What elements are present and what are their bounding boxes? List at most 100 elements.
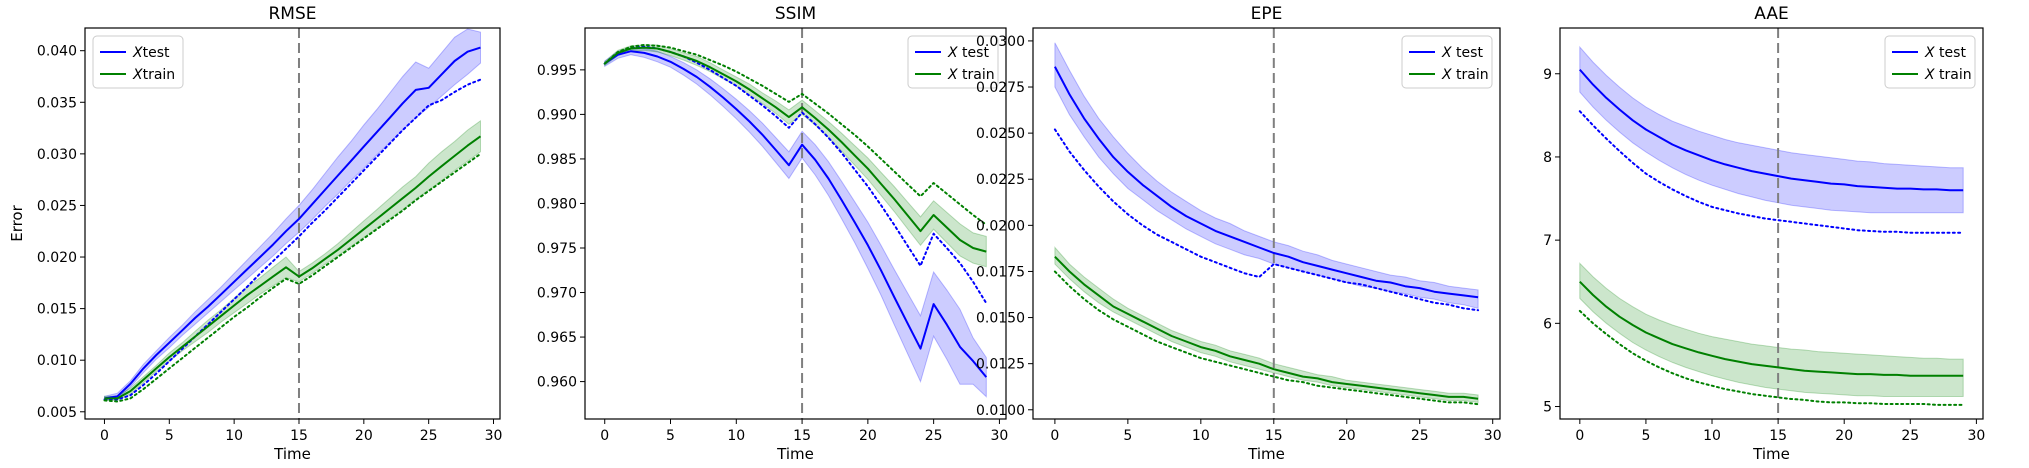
series-line-3 <box>1578 309 1965 406</box>
y-tick-label: 0.970 <box>537 286 577 302</box>
y-tick-label: 8 <box>1543 150 1552 166</box>
x-tick-label: 30 <box>991 428 1009 444</box>
series-line-1 <box>1578 110 1965 234</box>
x-axis-label: Time <box>1247 445 1285 463</box>
chart-panel-ssim: 0 5 10 15 20 25 30 0.960 0.965 0.970 0.975 0.980 0.9… <box>537 4 1008 463</box>
y-tick-label: 0.025 <box>37 198 77 214</box>
y-tick-label: 0.030 <box>37 147 77 163</box>
y-tick-label: 0.980 <box>537 196 577 212</box>
axes-frame <box>1559 27 1984 420</box>
x-axis-label: Time <box>776 445 814 463</box>
series-line-2 <box>1054 255 1479 400</box>
series-line-0 <box>1579 68 1964 192</box>
y-tick-label: 0.975 <box>537 241 577 257</box>
series-line-0 <box>604 50 988 378</box>
y-tick-label: 0.035 <box>37 95 77 111</box>
panel-title: EPE <box>1251 4 1283 24</box>
x-tick-label: 10 <box>1192 428 1210 444</box>
y-tick-label: 0.0125 <box>976 357 1025 373</box>
plot-area <box>1578 28 1965 419</box>
y-tick-label: 9 <box>1543 67 1552 83</box>
x-tick-label: 25 <box>420 428 438 444</box>
x-tick-label: 10 <box>1703 428 1721 444</box>
series-line-1 <box>103 78 482 401</box>
axes-frame <box>584 27 1007 420</box>
legend-label: X train <box>1924 67 1972 83</box>
y-tick-label: 0.960 <box>537 375 577 391</box>
x-tick-label: 15 <box>793 428 811 444</box>
confidence-band-2 <box>1579 262 1964 397</box>
x-tick-label: 30 <box>485 428 503 444</box>
y-tick-label: 6 <box>1543 316 1552 332</box>
legend-label: X test <box>1924 45 1966 61</box>
y-tick-label: 0.995 <box>537 63 577 79</box>
chart-panel-rmse: 0 5 10 15 20 25 30 0.005 0.010 0.015 0.020 0.025 0.0… <box>8 4 502 463</box>
x-tick-label: 20 <box>1835 428 1853 444</box>
y-tick-label: 0.015 <box>37 302 77 318</box>
legend-label: X test <box>947 45 989 61</box>
confidence-band-0 <box>1579 45 1964 214</box>
series-line-3 <box>103 152 482 403</box>
y-tick-label: 0.005 <box>37 405 77 421</box>
axes-frame <box>1032 27 1501 420</box>
series-line-2 <box>104 135 482 400</box>
panel-title: AAE <box>1754 4 1788 24</box>
legend-label: Xtest <box>132 45 170 61</box>
x-tick-label: 20 <box>355 428 373 444</box>
plot-area <box>603 28 988 419</box>
y-tick-label: 0.985 <box>537 152 577 168</box>
legend: Xtest Xtrain <box>92 35 184 89</box>
x-tick-label: 20 <box>859 428 877 444</box>
plot-area <box>1053 28 1480 419</box>
legend-label: Xtrain <box>132 67 175 83</box>
chart-panel-aae: 0 5 10 15 20 25 30 5 6 7 8 9 AAE Time X test X train <box>1543 4 1985 463</box>
series-line-3 <box>1053 270 1480 406</box>
series-line-1 <box>1053 128 1480 312</box>
y-tick-label: 0.010 <box>37 353 77 369</box>
plot-area <box>103 28 482 419</box>
y-tick-label: 7 <box>1543 233 1552 249</box>
confidence-band-0 <box>1054 42 1479 309</box>
legend-label: X train <box>1441 67 1489 83</box>
y-tick-label: 0.0275 <box>976 80 1025 96</box>
x-tick-label: 30 <box>1484 428 1502 444</box>
confidence-band-2 <box>604 44 987 268</box>
y-tick-label: 5 <box>1543 400 1552 416</box>
y-tick-label: 0.0200 <box>976 218 1025 234</box>
x-tick-label: 25 <box>1901 428 1919 444</box>
x-tick-label: 20 <box>1338 428 1356 444</box>
y-tick-label: 0.0150 <box>976 311 1025 327</box>
series-line-2 <box>604 46 987 253</box>
x-tick-label: 30 <box>1967 428 1985 444</box>
legend-label: X test <box>1441 45 1483 61</box>
x-axis-label: Time <box>273 445 311 463</box>
x-tick-label: 10 <box>225 428 243 444</box>
x-tick-label: 5 <box>165 428 174 444</box>
x-tick-label: 15 <box>1265 428 1283 444</box>
y-tick-label: 0.0100 <box>976 403 1025 419</box>
series-line-0 <box>104 46 481 400</box>
legend: X test X train <box>1884 35 1976 89</box>
x-axis-label: Time <box>1752 445 1790 463</box>
chart-panel-epe: 0 5 10 15 20 25 30 0.0100 0.0125 0.0150 0.0175 0.02… <box>976 4 1502 463</box>
x-tick-label: 25 <box>1411 428 1429 444</box>
y-tick-label: 0.965 <box>537 330 577 346</box>
y-tick-label: 0.0300 <box>976 34 1025 50</box>
y-tick-label: 0.990 <box>537 107 577 123</box>
x-tick-label: 5 <box>1123 428 1132 444</box>
x-tick-label: 0 <box>1575 428 1584 444</box>
series-line-0 <box>1054 66 1479 299</box>
y-tick-label: 0.040 <box>37 44 77 60</box>
confidence-band-0 <box>604 47 987 398</box>
y-tick-label: 0.0175 <box>976 264 1025 280</box>
x-tick-label: 0 <box>100 428 109 444</box>
y-tick-label: 0.0225 <box>976 172 1025 188</box>
legend-label: X train <box>947 67 995 83</box>
panel-title: SSIM <box>775 4 816 24</box>
series-line-3 <box>603 43 988 226</box>
legend: X test X train <box>907 35 999 89</box>
y-tick-label: 0.0250 <box>976 126 1025 142</box>
x-tick-label: 5 <box>1641 428 1650 444</box>
confidence-band-2 <box>104 119 481 401</box>
